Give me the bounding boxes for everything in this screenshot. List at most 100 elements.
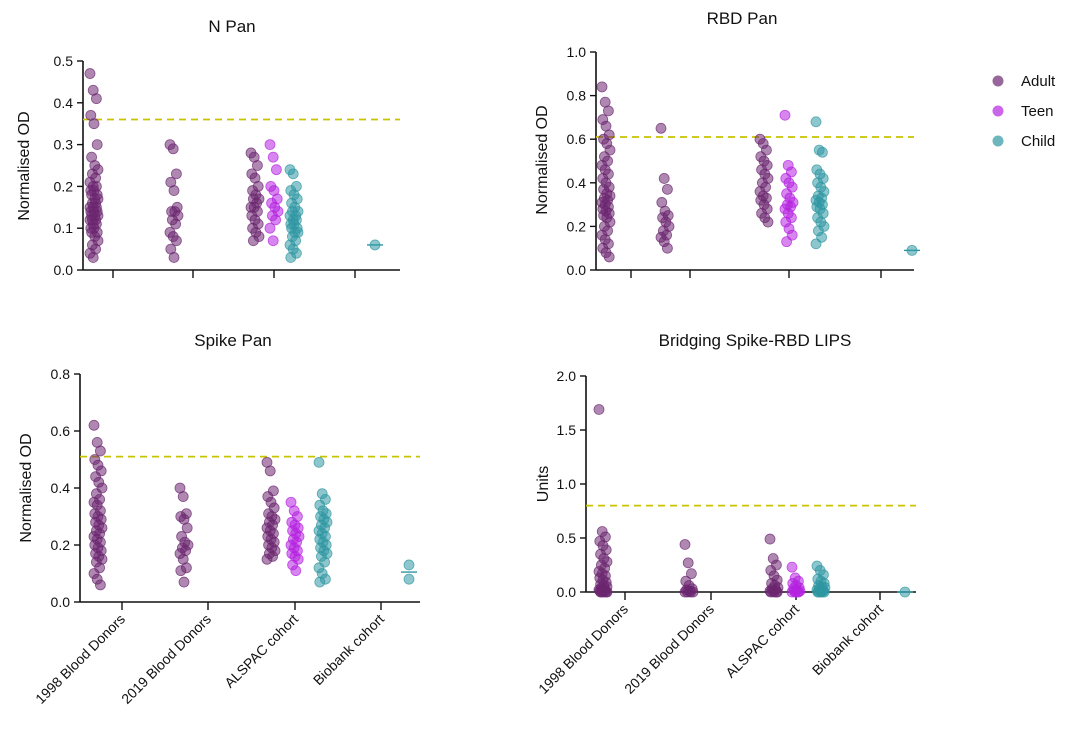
legend-label-adult: Adult [1021, 73, 1056, 90]
data-point-teen [793, 586, 804, 598]
y-axis-title: Units [535, 466, 552, 502]
data-point-adult [603, 251, 615, 263]
data-point-adult [88, 419, 100, 431]
x-tick-label: ALSPAC cohort [722, 601, 802, 681]
y-tick-label: 0.0 [54, 262, 74, 278]
y-tick-label: 0.1 [54, 220, 74, 236]
data-point-adult [178, 576, 190, 588]
data-point-child [816, 586, 828, 598]
y-tick-label: 0.5 [557, 530, 577, 546]
y-tick-label: 0.2 [567, 218, 587, 234]
y-tick-label: 0.4 [51, 480, 71, 496]
data-point-child [314, 576, 326, 588]
data-point-teen [786, 561, 798, 573]
data-point-child [817, 146, 828, 158]
data-point-adult [95, 445, 106, 457]
plot-area: 0.0 0.1 0.2 0.3 0.4 0.5 [54, 53, 400, 278]
data-point-teen [779, 109, 791, 121]
data-point-adult [170, 168, 182, 180]
y-tick-label: 0.6 [567, 131, 587, 147]
data-point-teen [290, 565, 302, 577]
data-point-child [285, 252, 297, 263]
chart-bridging-lips: Bridging Spike-RBD LIPS Units 0.0 0.5 1.0 1… [535, 331, 916, 600]
y-tick-label: 0.8 [51, 366, 71, 382]
data-point-adult [177, 491, 189, 502]
data-point-child [403, 573, 415, 585]
chart-title: Spike Pan [194, 331, 272, 350]
data-point-adult [170, 235, 182, 247]
legend-marker-teen [992, 105, 1004, 117]
data-point-adult [771, 586, 783, 598]
data-point-teen [267, 151, 279, 163]
data-point-child [403, 559, 415, 571]
data-point-adult [84, 68, 96, 79]
legend-marker-child [992, 135, 1004, 147]
data-point-adult [167, 143, 179, 155]
x-tick-label: 2019 Blood Donors [118, 611, 214, 707]
y-tick-label: 0.0 [567, 262, 587, 278]
data-point-adult [655, 122, 667, 134]
data-point-child [810, 116, 822, 128]
data-point-adult [247, 235, 259, 247]
data-point-adult [679, 586, 691, 598]
data-point-adult [261, 553, 273, 565]
y-tick-label: 0.5 [54, 53, 74, 69]
data-point-teen [264, 139, 276, 151]
data-point-adult [91, 139, 103, 151]
legend: Adult Teen Child [992, 73, 1056, 150]
data-point-adult [596, 81, 608, 93]
plot-area: 0.0 0.2 0.4 0.6 0.8 1.0 [567, 44, 920, 278]
data-point-adult [95, 579, 106, 591]
y-tick-label: 0.6 [51, 423, 71, 439]
legend-item-teen: Teen [992, 103, 1054, 120]
data-point-adult [264, 465, 276, 477]
data-point-adult [686, 568, 697, 580]
data-point-adult [764, 533, 776, 545]
data-point-adult [596, 586, 607, 598]
data-point-adult [175, 565, 187, 577]
y-tick-label: 2.0 [557, 368, 577, 384]
chart-n-pan: N Pan Normalised OD 0.0 0.1 0.2 0.3 0.4 0.5 [16, 17, 400, 278]
y-tick-label: 0.2 [54, 178, 74, 194]
x-tick-label: 2019 Blood Donors [621, 601, 717, 697]
y-tick-label: 1.5 [557, 422, 577, 438]
data-point-teen [264, 222, 276, 234]
y-axis-title: Normalised OD [534, 105, 551, 214]
x-tick-label: Biobank cohort [809, 601, 886, 678]
chart-title: Bridging Spike-RBD LIPS [659, 331, 852, 350]
data-point-adult [762, 216, 774, 228]
data-point-child [287, 168, 299, 180]
data-point-adult [87, 252, 99, 263]
y-axis-title: Normalised OD [16, 111, 33, 220]
chart-spike-pan: Spike Pan Normalised OD 0.0 0.2 0.4 0.6 0.8 [18, 331, 420, 610]
x-tick-label: 1998 Blood Donors [535, 601, 631, 697]
y-tick-label: 0.8 [567, 88, 587, 104]
legend-item-child: Child [992, 133, 1055, 150]
chart-rbd-pan: RBD Pan Normalised OD 0.0 0.2 0.4 0.6 0.8 1.0 [534, 9, 920, 278]
data-point-teen [270, 164, 282, 176]
data-point-teen [781, 236, 792, 248]
data-point-adult [679, 539, 691, 550]
data-point-teen [267, 235, 279, 247]
data-point-teen [270, 214, 282, 226]
x-tick-label: Biobank cohort [310, 611, 387, 688]
data-point-child [313, 456, 325, 468]
chart-title: N Pan [208, 17, 255, 36]
data-point-adult [91, 93, 102, 105]
data-point-adult [662, 242, 673, 254]
data-point-adult [593, 404, 605, 415]
legend-label-teen: Teen [1021, 103, 1054, 120]
data-point-adult [603, 105, 614, 117]
y-tick-label: 0.0 [51, 594, 71, 610]
x-tick-label: 1998 Blood Donors [32, 611, 128, 707]
y-tick-label: 1.0 [557, 476, 577, 492]
plot-area: 0.0 0.2 0.4 0.6 0.8 [51, 366, 420, 610]
data-point-adult [168, 252, 180, 263]
y-axis-title: Normalised OD [18, 433, 35, 542]
data-point-adult [658, 173, 670, 184]
data-point-adult [251, 160, 263, 171]
data-point-adult [181, 522, 193, 534]
y-tick-label: 0.3 [54, 137, 74, 153]
